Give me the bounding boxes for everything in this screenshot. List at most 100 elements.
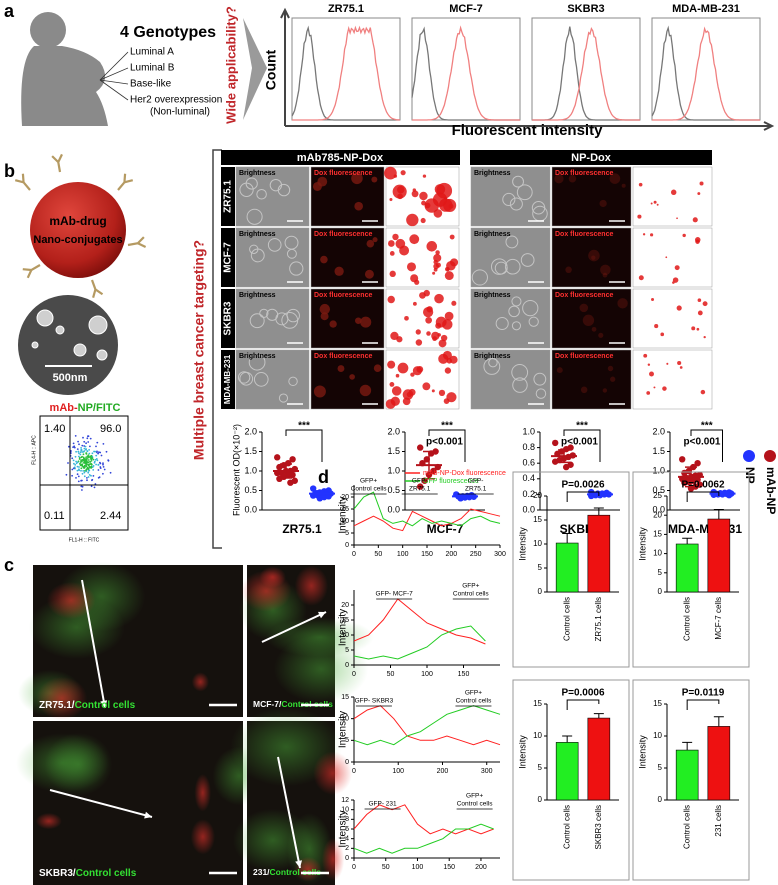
flow-event [79,463,81,465]
cell [488,357,498,368]
dox-blob [411,190,419,198]
significance-bracket [686,491,720,502]
row-label-strip [221,289,235,348]
y-tick-label: 5 [345,737,349,744]
flow-event [78,452,80,455]
flow-event [85,456,87,459]
image-label: Brightness [239,231,276,238]
y-tick-label: 6 [345,826,349,833]
flow-event [80,449,83,452]
y-tick-label: 0.5 [652,485,665,495]
flow-event [82,465,85,468]
flow-event [73,446,76,449]
p-value: p<0.001 [684,437,721,448]
dox-signal [372,237,378,243]
dox-blob [438,339,447,348]
dox-blob [700,389,706,395]
panel-label: a [4,1,15,21]
caption-part: MCF-7/ [253,699,282,709]
y-axis-title: Intensity [517,735,527,769]
quadrant-value: 96.0 [100,423,121,435]
y-tick-label: 15 [341,617,349,624]
dox-blob [390,331,399,341]
chart-frame [512,471,630,668]
sem-particle [73,343,87,357]
p-value: p<0.001 [426,437,463,448]
dox-signal [320,255,328,264]
dox-signal [579,303,589,313]
y-tick-label: 0.4 [522,473,535,483]
dox-cell [313,751,353,795]
annotation: GFP+ [465,690,482,697]
control-histogram [411,26,520,121]
antibody [22,264,41,279]
dox-blob [670,189,677,196]
flow-event [78,458,81,460]
significance-bracket [686,699,720,710]
flow-event [80,485,83,488]
dox-signal [554,174,564,184]
dox-blob [415,329,421,335]
flow-event [86,477,88,479]
dox-signal [313,385,326,398]
dox-blob [674,265,680,271]
dox-blob [703,335,706,339]
dox-blob [444,271,454,281]
dox-blob [431,331,440,341]
dox-blob [392,233,399,241]
dox-cell [36,676,88,720]
dox-blob [385,399,396,409]
bar [675,543,699,593]
flow-event [77,480,80,483]
data-point [681,479,688,486]
error-bar [280,463,292,479]
legend-swatch [743,450,755,462]
p-value: p<0.001 [561,437,598,448]
cell [278,393,289,403]
image-label: Brightness [474,231,511,238]
x-tick-label: Control cells [682,597,691,641]
y-tick-label: 4 [345,836,349,843]
y-tick-label: 5 [538,563,543,572]
error-bar [713,508,724,520]
error-bar [594,492,606,497]
dox-blob [666,362,669,365]
dox-signal [371,176,378,183]
flow-event [87,459,90,461]
y-axis-title: Intensity [338,609,349,646]
dox-signal [320,312,329,321]
sem-particle [96,349,108,361]
dox-signal [591,255,596,260]
histogram-title: SKBR3 [567,3,604,15]
flow-event [74,464,77,466]
row-label: MDA-MB-231 [223,354,232,404]
data-point [289,456,296,463]
significance-bracket [285,429,323,462]
flow-event [88,463,91,466]
significance: *** [298,421,310,432]
dox-signal [360,316,372,328]
line-series [353,491,501,527]
dox-cell [321,838,345,881]
conjugate-label: mAb-drug [49,214,106,228]
cell [512,175,524,188]
flow-event [86,450,89,453]
y-tick-label: 2.0 [244,426,257,436]
dox-blob [436,182,453,199]
pointer-line [99,51,129,81]
flow-title-part: mAb- [50,402,78,414]
dox-blob [419,292,426,299]
genotype: Base-like [130,79,172,90]
x-tick-label: Control cells [682,805,691,849]
data-point [417,483,424,490]
control-histogram [291,25,400,121]
image-label: Brightness [239,353,276,360]
y-axis-title: Intensity [637,527,647,561]
dox-signal [602,388,608,393]
flow-event [96,459,99,462]
dox-blob [434,293,444,304]
significance-bracket [566,699,600,710]
control-histogram [532,26,640,121]
annotation: Control cells [457,801,494,808]
